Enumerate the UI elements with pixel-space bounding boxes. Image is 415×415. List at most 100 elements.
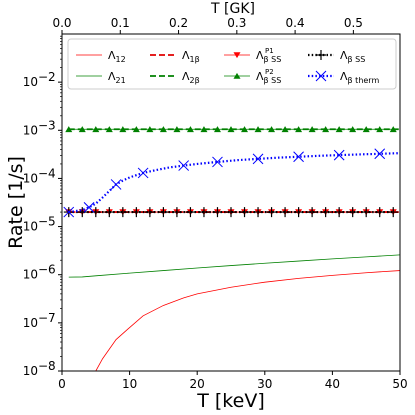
data-point — [266, 207, 277, 218]
top-x-axis-title: T [GK] — [210, 1, 255, 17]
data-point — [200, 126, 208, 133]
plot-frame — [61, 33, 401, 372]
data-point — [117, 207, 128, 218]
y-tick-label: 10 — [23, 123, 38, 137]
data-point — [213, 126, 221, 133]
x-axis-title: T [keV] — [196, 390, 264, 412]
data-point — [83, 202, 95, 213]
data-point — [376, 126, 384, 133]
data-point — [146, 126, 154, 133]
series-5 — [65, 126, 397, 133]
series-6 — [63, 207, 399, 218]
data-point — [315, 70, 327, 82]
legend-entry: Λ21 — [76, 70, 126, 85]
y-tick-exponent: −8 — [38, 359, 56, 373]
y-tick-base: 10 — [23, 171, 38, 185]
x-tick-label: 0 — [58, 377, 66, 391]
y-tick-exponent: −2 — [38, 70, 56, 84]
y-tick-base: 10 — [23, 364, 38, 378]
top-x-tick-label: 0.2 — [169, 16, 188, 30]
legend-entry: Λβ therm — [308, 70, 379, 85]
data-point — [131, 207, 142, 218]
series-0 — [95, 270, 400, 371]
x-tick-label: 40 — [325, 377, 340, 391]
data-point — [132, 126, 140, 133]
data-point — [110, 179, 122, 190]
y-tick-base: 10 — [23, 220, 38, 234]
data-point — [252, 153, 264, 165]
data-point — [212, 207, 223, 218]
y-tick-exponent: −7 — [38, 311, 56, 325]
data-point — [233, 72, 241, 79]
y-tick-base: 10 — [23, 316, 38, 330]
legend-label: Λ21 — [108, 70, 126, 85]
data-point — [233, 52, 241, 59]
data-point — [316, 50, 326, 60]
legend-label: Λβ SS — [256, 70, 281, 85]
top-x-tick-label: 0.1 — [111, 16, 130, 30]
legend-entry: Λ12 — [76, 49, 126, 64]
data-point — [268, 126, 276, 133]
y-tick-label: 10 — [23, 171, 38, 185]
data-point — [137, 167, 149, 179]
y-tick-label: 10 — [23, 316, 38, 330]
x-tick-label: 20 — [190, 377, 205, 391]
y-tick-exponent: −5 — [38, 215, 56, 229]
data-point — [212, 156, 223, 168]
series-line — [68, 152, 400, 214]
data-point — [374, 207, 385, 218]
y-tick-label: 10 — [23, 364, 38, 378]
data-point — [78, 126, 86, 133]
y-tick-exponent: −3 — [38, 118, 56, 132]
top-x-tick-label: 0.5 — [344, 16, 363, 30]
data-point — [347, 207, 358, 218]
x-tick-label: 10 — [122, 377, 137, 391]
data-point — [335, 126, 343, 133]
y-tick-exponent: −4 — [38, 166, 56, 180]
data-point — [63, 206, 75, 218]
data-point — [322, 126, 330, 133]
data-point — [280, 207, 291, 218]
y-tick-base: 10 — [23, 123, 38, 137]
top-x-tick-label: 0.3 — [227, 16, 246, 30]
data-point — [65, 126, 73, 133]
data-point — [308, 126, 316, 133]
data-point — [293, 207, 304, 218]
data-point — [388, 207, 399, 218]
series-line — [95, 270, 400, 371]
data-point — [92, 126, 100, 133]
y-axis-title: Rate [1/s] — [5, 156, 27, 249]
legend-label: Λ12 — [108, 49, 126, 64]
data-point — [226, 207, 236, 218]
series-line — [68, 254, 400, 278]
data-point — [239, 207, 250, 218]
data-point — [334, 207, 345, 218]
data-point — [241, 126, 249, 133]
data-point — [144, 207, 155, 218]
data-point — [333, 149, 345, 161]
top-x-tick-label: 0.0 — [52, 16, 71, 30]
y-tick-exponent: −6 — [38, 263, 56, 277]
x-tick-label: 50 — [392, 377, 407, 391]
data-point — [389, 126, 397, 133]
data-point — [159, 126, 167, 133]
data-point — [374, 148, 386, 160]
legend-label: Λβ SS — [256, 49, 281, 64]
data-point — [254, 126, 262, 133]
data-point — [198, 207, 209, 218]
y-tick-label: 10 — [23, 220, 38, 234]
axes — [61, 33, 401, 372]
legend-label-sup: P2 — [265, 68, 274, 76]
data-point — [186, 126, 194, 133]
y-tick-label: 10 — [23, 268, 38, 282]
data-point — [77, 207, 88, 218]
data-point — [293, 151, 304, 163]
series-7 — [63, 148, 400, 218]
data-point — [171, 207, 182, 218]
legend-label-sup: P1 — [265, 47, 274, 55]
legend-entry: Λ2β — [150, 70, 200, 85]
data-point — [185, 207, 196, 218]
